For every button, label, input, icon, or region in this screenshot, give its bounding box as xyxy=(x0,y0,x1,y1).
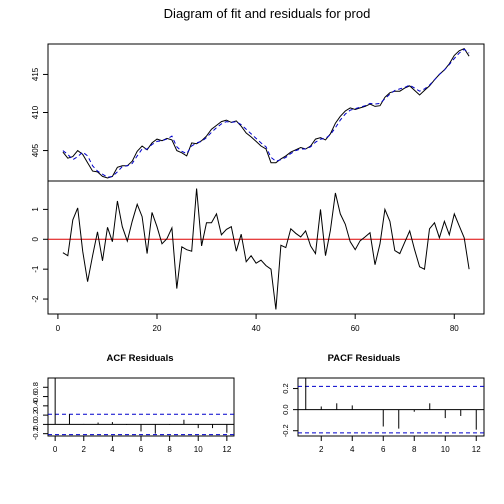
residuals-x-axis: 0 20 40 60 80 xyxy=(56,314,459,333)
fitted-series-line xyxy=(62,48,470,178)
acf-title: ACF Residuals xyxy=(106,353,173,364)
acf-y-axis: -0.20.00.20.40.60.8 xyxy=(31,382,48,440)
fit-y-axis: 405 410 415 xyxy=(31,67,48,157)
pacf-x-tick-label: 4 xyxy=(350,445,355,454)
fit-panel: 405 410 415 xyxy=(31,43,485,182)
pacf-y-tick-label: 0.0 xyxy=(281,404,290,414)
pacf-x-tick-label: 6 xyxy=(381,445,386,454)
fit-plot-frame xyxy=(47,43,485,182)
pacf-panel: PACF Residuals -0.2 0.0 0.2 2 4 6 8 10 12 xyxy=(281,353,485,454)
acf-x-tick-label: 8 xyxy=(167,445,172,454)
pacf-x-axis: 2 4 6 8 10 12 xyxy=(319,436,481,454)
residuals-x-tick-label: 40 xyxy=(252,324,261,333)
acf-y-tick-label: 0.0 xyxy=(31,419,40,429)
actual-series-line xyxy=(62,47,470,179)
residuals-panel: -2-101 0 20 40 60 80 xyxy=(31,180,485,333)
fit-y-tick-label: 415 xyxy=(31,67,40,81)
acf-y-tick-label: -0.2 xyxy=(31,427,40,440)
residuals-x-tick-label: 0 xyxy=(56,324,61,333)
pacf-x-tick-label: 10 xyxy=(441,445,450,454)
residuals-y-tick-label: -1 xyxy=(31,265,40,273)
residuals-x-tick-label: 60 xyxy=(351,324,360,333)
residuals-y-tick-label: 1 xyxy=(31,207,40,212)
acf-x-tick-label: 12 xyxy=(222,445,231,454)
pacf-x-tick-label: 12 xyxy=(472,445,481,454)
pacf-y-axis: -0.2 0.0 0.2 xyxy=(281,383,298,437)
acf-x-tick-label: 2 xyxy=(82,445,87,454)
acf-marks xyxy=(48,378,234,436)
pacf-x-tick-label: 8 xyxy=(412,445,417,454)
acf-y-tick-label: 0.8 xyxy=(31,382,40,392)
acf-panel: ACF Residuals -0.20.00.20.40.60.8 0 2 4 6 8 1… xyxy=(31,353,235,454)
fit-y-tick-label: 405 xyxy=(31,143,40,157)
residuals-plot-frame xyxy=(47,180,485,315)
acf-x-tick-label: 6 xyxy=(139,445,144,454)
pacf-y-tick-label: 0.2 xyxy=(281,383,290,393)
pacf-marks xyxy=(298,378,484,434)
fit-y-tick-label: 410 xyxy=(31,105,40,119)
residuals-series-line xyxy=(62,188,470,310)
acf-y-tick-label: 0.4 xyxy=(31,401,40,411)
acf-x-tick-label: 4 xyxy=(110,445,115,454)
acf-x-tick-label: 0 xyxy=(53,445,58,454)
residuals-y-tick-label: -2 xyxy=(31,295,40,303)
pacf-plot-frame xyxy=(297,377,485,437)
pacf-title: PACF Residuals xyxy=(328,353,401,364)
acf-x-tick-label: 10 xyxy=(194,445,203,454)
residuals-x-tick-label: 20 xyxy=(153,324,162,333)
pacf-x-tick-label: 2 xyxy=(319,445,324,454)
acf-y-tick-label: 0.2 xyxy=(31,410,40,420)
acf-y-tick-label: 0.6 xyxy=(31,391,40,401)
residuals-y-axis: -2 -1 0 1 xyxy=(31,207,48,303)
pacf-y-tick-label: -0.2 xyxy=(281,424,290,437)
acf-x-axis: 0 2 4 6 8 10 12 xyxy=(53,436,232,454)
residuals-x-tick-label: 80 xyxy=(450,324,459,333)
residuals-y-tick-label: 0 xyxy=(31,237,40,242)
figure-title: Diagram of fit and residuals for prod xyxy=(164,6,371,21)
